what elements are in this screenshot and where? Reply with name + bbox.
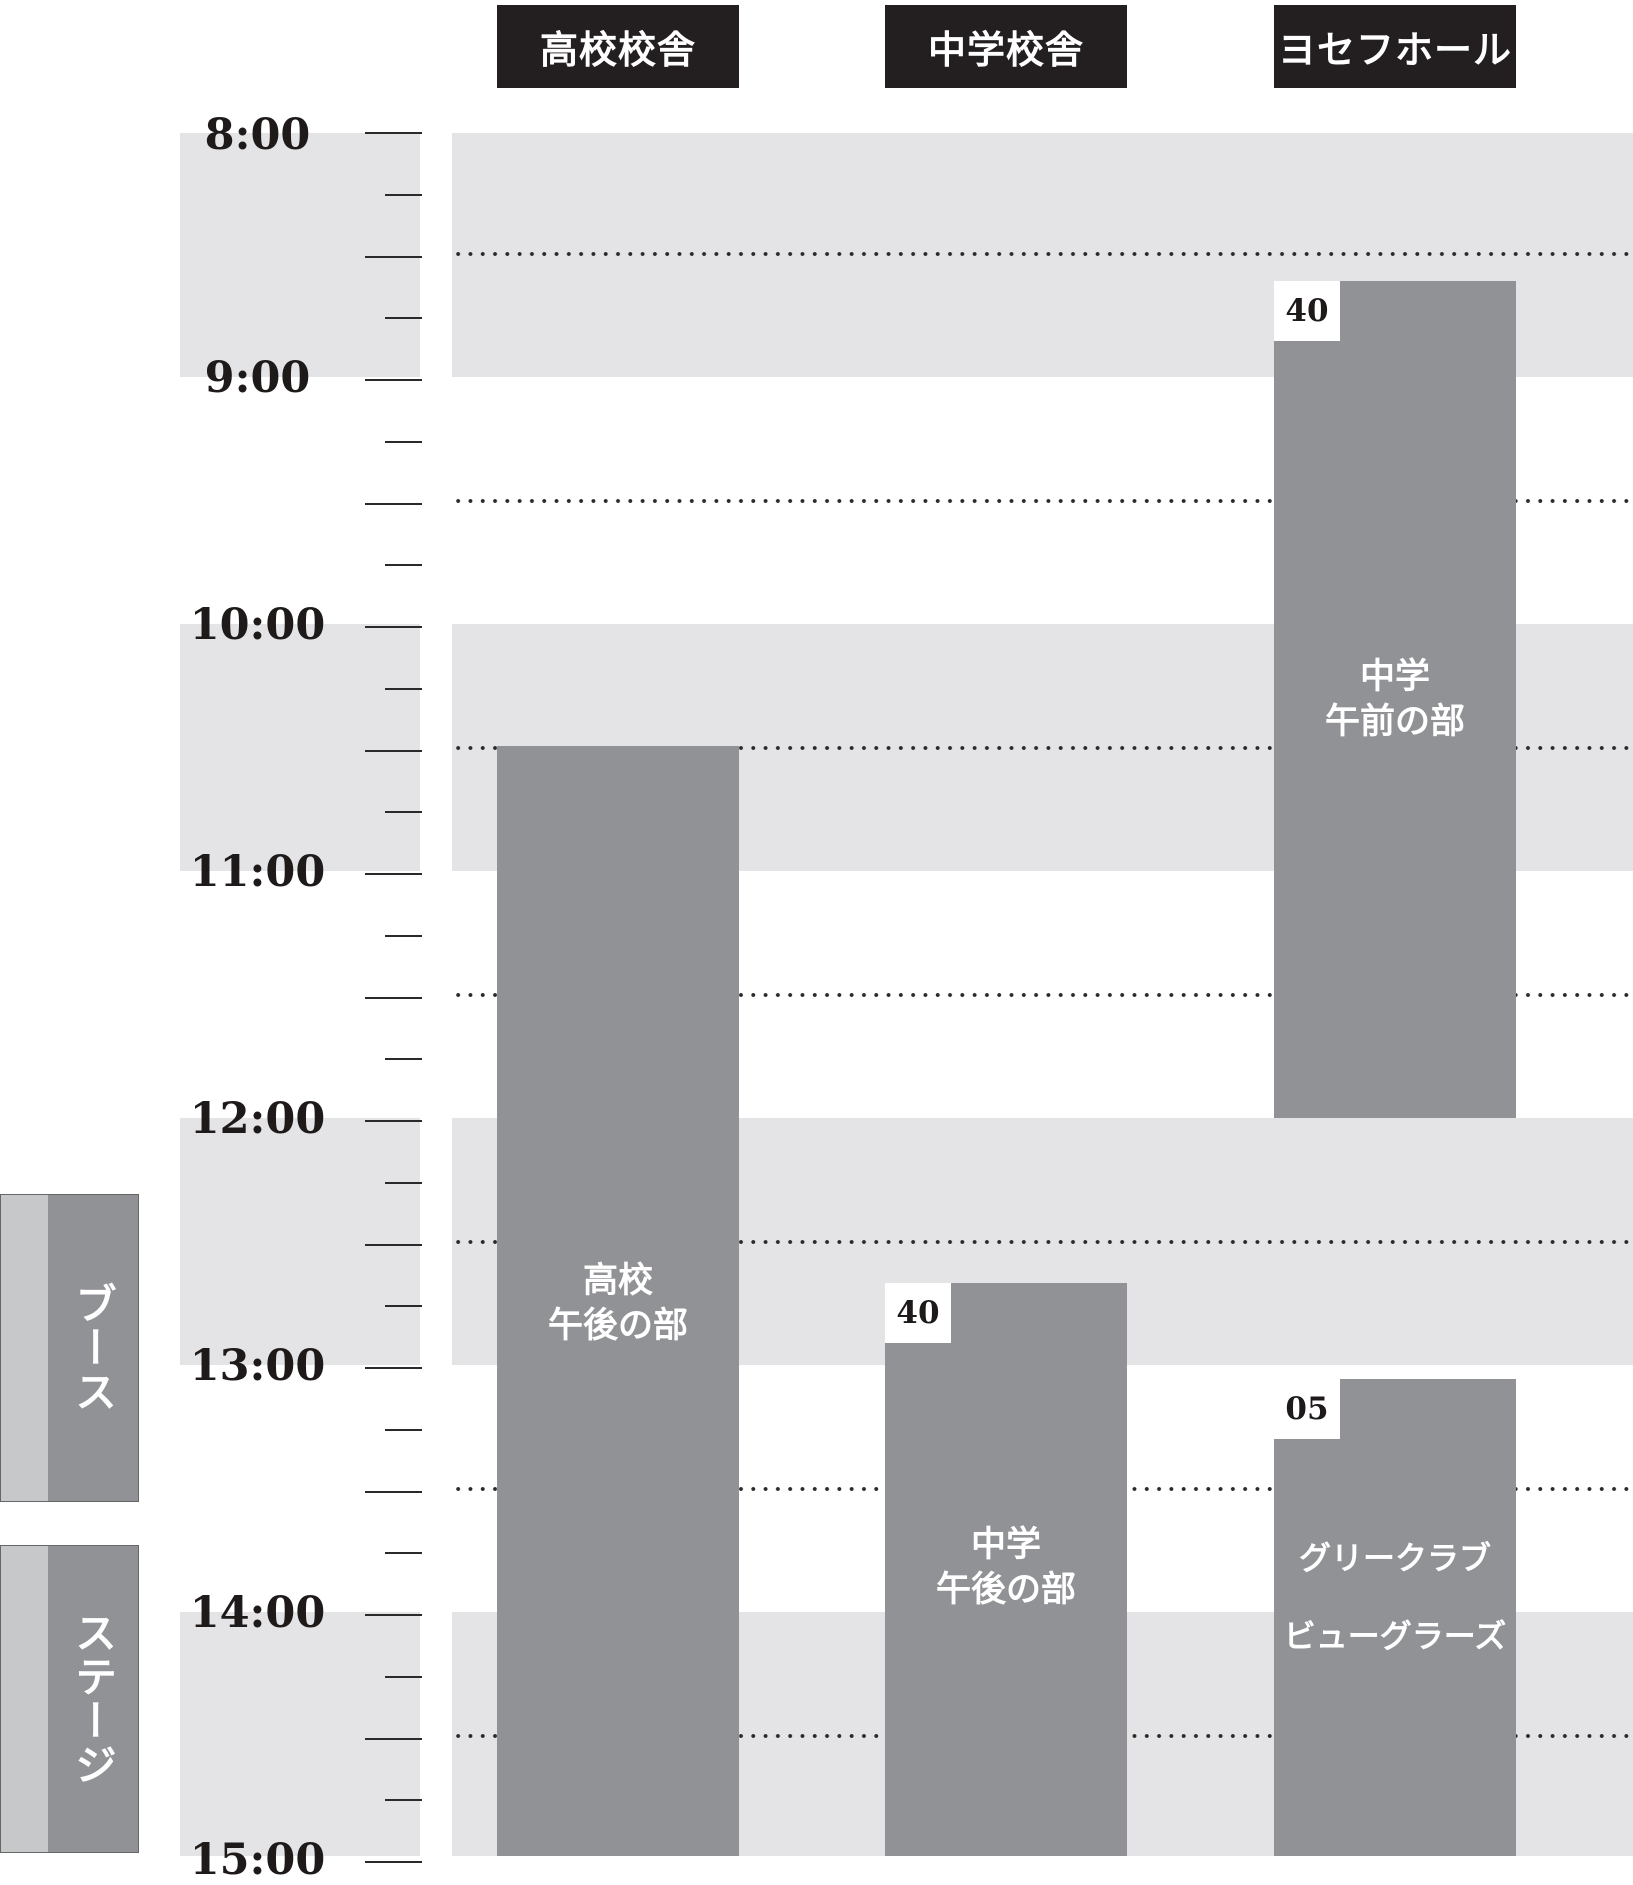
time-label-9: 9:00 <box>204 353 311 403</box>
time-label-8: 8:00 <box>204 110 311 160</box>
tick-major <box>365 1614 422 1616</box>
tick-minor <box>385 1552 422 1554</box>
tick-minor <box>385 1182 422 1184</box>
event-high-school-afternoon[interactable]: 高校 午後の部 <box>497 746 739 1856</box>
duration-badge: 05 <box>1274 1379 1340 1439</box>
event-glee-club-buglers[interactable]: 05 グリークラブ ビューグラーズ <box>1274 1379 1516 1856</box>
time-label-14: 14:00 <box>189 1588 326 1638</box>
tick-major <box>365 256 422 258</box>
tick-minor <box>385 194 422 196</box>
half-hour-dotted-line <box>452 746 1633 750</box>
event-title-line: 中学 <box>1359 657 1430 697</box>
event-junior-high-afternoon[interactable]: 40 中学 午後の部 <box>885 1283 1127 1856</box>
hour-band-14 <box>180 1612 420 1856</box>
duration-badge: 40 <box>1274 281 1340 341</box>
hour-band-8 <box>180 133 420 377</box>
tick-major <box>365 1120 422 1122</box>
hour-band-10 <box>180 624 420 871</box>
tick-minor <box>385 317 422 319</box>
tick-major <box>365 1491 422 1493</box>
event-title-line: グリークラブ <box>1298 1539 1491 1577</box>
event-title-line: 中学 <box>970 1525 1041 1565</box>
tick-minor <box>385 935 422 937</box>
time-label-11: 11:00 <box>189 847 326 897</box>
tick-major <box>365 379 422 381</box>
half-hour-dotted-line <box>452 1240 1633 1244</box>
legend-label-stage: ステージ <box>68 1611 118 1787</box>
time-label-15: 15:00 <box>189 1835 326 1885</box>
legend-swatch <box>1 1195 48 1501</box>
tick-major <box>365 503 422 505</box>
event-title-line: ビューグラーズ <box>1283 1617 1507 1655</box>
half-hour-dotted-line <box>452 252 1633 256</box>
tick-minor <box>385 441 422 443</box>
column-header-junior-high: 中学校舎 <box>885 5 1127 88</box>
half-hour-dotted-line <box>452 993 1633 997</box>
tick-major <box>365 1244 422 1246</box>
time-label-12: 12:00 <box>189 1094 326 1144</box>
tick-minor <box>385 1058 422 1060</box>
tick-minor <box>385 1429 422 1431</box>
tick-major <box>365 1367 422 1369</box>
tick-minor <box>385 811 422 813</box>
event-title-line: 午後の部 <box>547 1306 688 1346</box>
tick-major <box>365 1738 422 1740</box>
tick-major <box>365 132 422 134</box>
tick-minor <box>385 688 422 690</box>
tick-minor <box>385 564 422 566</box>
time-label-13: 13:00 <box>189 1341 326 1391</box>
tick-major <box>365 873 422 875</box>
column-header-high-school: 高校校舎 <box>497 5 739 88</box>
tick-minor <box>385 1676 422 1678</box>
duration-badge: 40 <box>885 1283 951 1343</box>
tick-major <box>365 997 422 999</box>
column-header-joseph-hall: ヨセフホール <box>1274 5 1516 88</box>
event-title-line: 午前の部 <box>1324 702 1465 742</box>
hour-band-12 <box>180 1118 420 1365</box>
tick-major <box>365 750 422 752</box>
event-title-line: 午後の部 <box>935 1570 1076 1610</box>
tick-major <box>365 1861 422 1863</box>
legend-label-booth: ブース <box>68 1282 118 1414</box>
half-hour-dotted-line <box>452 499 1633 503</box>
legend-stage: ステージ <box>0 1545 139 1853</box>
legend-booth: ブース <box>0 1194 139 1502</box>
tick-minor <box>385 1305 422 1307</box>
tick-major <box>365 626 422 628</box>
legend-swatch <box>1 1546 48 1852</box>
event-junior-high-morning[interactable]: 40 中学 午前の部 <box>1274 281 1516 1118</box>
time-label-10: 10:00 <box>189 600 326 650</box>
event-title-line: 高校 <box>582 1261 653 1301</box>
tick-minor <box>385 1799 422 1801</box>
